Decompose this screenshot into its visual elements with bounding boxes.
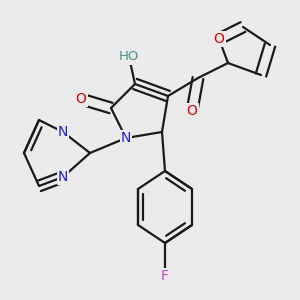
Text: N: N bbox=[58, 125, 68, 139]
Text: O: O bbox=[187, 104, 197, 118]
Text: N: N bbox=[58, 170, 68, 184]
Text: O: O bbox=[124, 50, 134, 64]
Text: F: F bbox=[161, 269, 169, 283]
Text: N: N bbox=[121, 131, 131, 145]
Text: HO: HO bbox=[119, 50, 139, 64]
Text: O: O bbox=[76, 92, 86, 106]
Text: O: O bbox=[214, 32, 224, 46]
